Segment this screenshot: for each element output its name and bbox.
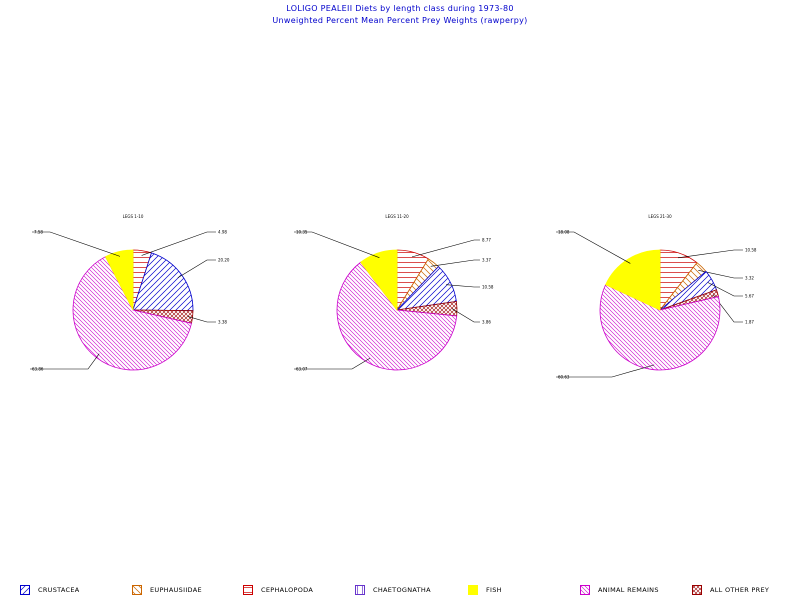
legend-label: ANIMAL REMAINS (598, 586, 659, 594)
legend-swatch (20, 585, 30, 595)
legend-item-animal-remains: ANIMAL REMAINS (580, 584, 659, 596)
data-label: 10.58 (482, 285, 494, 290)
leader-line (677, 249, 743, 259)
leader-line (32, 231, 121, 257)
data-label: 18.08 (558, 230, 570, 235)
pie-3: LEGS 21-30 10.58 3.32 5.67 1.87 60.63 18.08 (556, 214, 757, 380)
legend-label: CEPHALOPODA (261, 586, 314, 594)
data-label: 4.98 (218, 230, 227, 235)
data-label: 10.58 (745, 248, 757, 253)
pie-1: LEGS 1-10 4.98 20.20 3.38 63.86 7.58 (30, 214, 230, 372)
data-label: 63.07 (296, 367, 308, 372)
pie-slice-fish (360, 249, 398, 312)
legend-swatch (580, 585, 590, 595)
legend-label: ALL OTHER PREY (710, 586, 770, 594)
pie-2: LEGS 11-20 8.77 3.37 10.58 3.86 63.07 10.35 (294, 214, 494, 372)
data-label: 3.38 (218, 320, 227, 325)
data-label: 3.32 (745, 276, 754, 281)
data-label: 3.86 (482, 320, 491, 325)
legend-item-crustacea: CRUSTACEA (20, 584, 80, 596)
leader-line (141, 231, 216, 256)
chart-title-line2: Unweighted Percent Mean Percent Prey Wei… (272, 16, 528, 25)
legend-swatch (132, 585, 142, 595)
leader-line (294, 357, 371, 370)
pie-title: LEGS 21-30 (648, 214, 672, 219)
data-label: 1.87 (745, 320, 754, 325)
pie-slice-animal-remains (599, 284, 721, 371)
data-label: 10.35 (296, 230, 308, 235)
legend-item-cephalopoda: CEPHALOPODA (243, 584, 313, 596)
chart-title-line1: LOLIGO PEALEII Diets by length class dur… (286, 4, 514, 13)
data-label: 5.67 (745, 294, 754, 299)
legend-item-euphausiidae: EUPHAUSIIDAE (132, 584, 202, 596)
data-label: 20.20 (218, 258, 230, 263)
legend-label: CRUSTACEA (38, 586, 80, 594)
pie-slice-crustacea (132, 252, 194, 312)
leader-line (698, 269, 743, 279)
legend-swatch (468, 585, 478, 595)
legend-label: EUPHAUSIIDAE (150, 586, 202, 594)
data-label: 63.86 (32, 367, 44, 372)
legend-label: FISH (486, 586, 502, 594)
leader-line (446, 284, 480, 288)
leader-line (707, 282, 743, 297)
legend-item-all-other-prey: ALL OTHER PREY (692, 584, 769, 596)
pie-slice-fish (605, 249, 661, 311)
legend-swatch (692, 585, 702, 595)
leader-line (452, 308, 480, 323)
leader-line (411, 239, 480, 258)
pie-slice-animal-remains (336, 261, 458, 371)
legend-item-fish: FISH (468, 584, 502, 596)
legend-label: CHAETOGNATHA (373, 586, 431, 594)
data-label: 3.37 (482, 258, 491, 263)
legend-swatch (243, 585, 253, 595)
data-label: 7.58 (34, 230, 43, 235)
leader-line (294, 231, 380, 258)
pie-slice-fish (104, 249, 134, 311)
data-label: 60.63 (558, 375, 570, 380)
leader-line (556, 231, 631, 264)
leader-line (30, 353, 100, 370)
leader-line (177, 259, 216, 279)
leader-line (187, 316, 216, 323)
leader-line (556, 364, 655, 378)
legend-swatch (355, 585, 365, 595)
data-label: 8.77 (482, 238, 491, 243)
leader-line (430, 259, 480, 267)
legend-item-chaetognatha: CHAETOGNATHA (355, 584, 431, 596)
pie-title: LEGS 11-20 (385, 214, 409, 219)
legend: CRUSTACEA EUPHAUSIIDAE CEPHALOPODA CHAETOGN… (0, 584, 800, 600)
pie-title: LEGS 1-10 (123, 214, 144, 219)
